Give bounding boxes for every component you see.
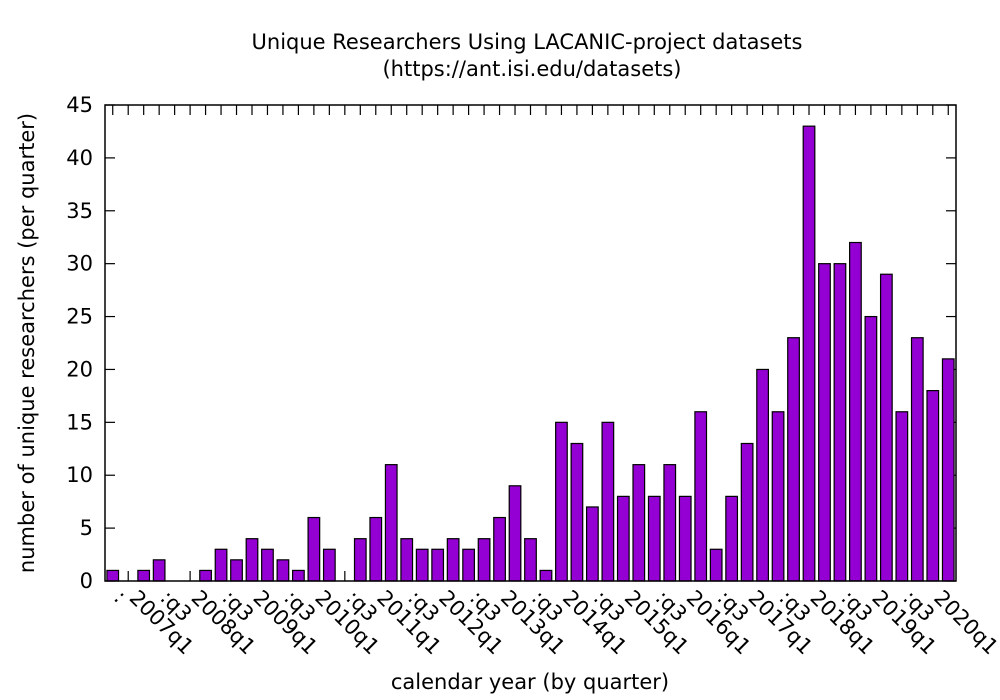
y-tick-label: 45 (66, 93, 93, 117)
bar (477, 538, 491, 582)
bar (601, 421, 615, 582)
bar (415, 548, 429, 582)
bar (585, 506, 599, 582)
bar (663, 464, 677, 582)
bar (787, 337, 800, 582)
bar (756, 368, 769, 582)
bar (446, 538, 460, 582)
bar (709, 548, 723, 582)
bar (384, 464, 398, 582)
bar (508, 485, 522, 582)
bar (833, 263, 847, 582)
bar (322, 548, 336, 582)
bar (230, 559, 243, 582)
bar (369, 516, 383, 582)
bar (570, 442, 584, 582)
x-axis-label: calendar year (by quarter) (391, 670, 669, 694)
bar (276, 559, 290, 582)
bar (895, 411, 909, 582)
bar (864, 315, 878, 582)
bar (941, 358, 955, 582)
bar (524, 538, 537, 582)
bars (106, 125, 955, 582)
y-tick-label: 10 (66, 463, 93, 487)
chart-subtitle: (https://ant.isi.edu/datasets) (382, 57, 681, 81)
y-tick-label: 30 (66, 252, 93, 276)
bar (353, 538, 367, 582)
bar (106, 569, 120, 582)
bar (214, 548, 228, 582)
y-axis-ticks: 0 5 10 15 20 25 30 35 40 45 (66, 93, 956, 593)
bar (740, 442, 754, 582)
bar (245, 538, 259, 582)
bar (632, 464, 646, 582)
y-axis-label: number of unique researchers (per quarte… (15, 113, 39, 573)
y-tick-label: 5 (80, 516, 93, 540)
bar (555, 421, 568, 582)
bar (137, 569, 151, 582)
bar (678, 495, 692, 582)
y-tick-label: 20 (66, 357, 93, 381)
bar (493, 516, 506, 582)
bar (261, 548, 274, 582)
bar (647, 495, 661, 582)
bar (694, 411, 708, 582)
bar (771, 411, 785, 582)
bar (400, 538, 414, 582)
y-tick-label: 35 (66, 199, 93, 223)
bar (462, 548, 476, 582)
bar (926, 390, 940, 582)
y-tick-label: 15 (66, 410, 93, 434)
bar (910, 337, 924, 582)
bar (725, 495, 739, 582)
bar (849, 241, 862, 582)
y-tick-label: 0 (80, 569, 93, 593)
y-tick-label: 40 (66, 146, 93, 170)
bar (818, 263, 831, 582)
bar (802, 125, 816, 582)
y-tick-label: 25 (66, 305, 93, 329)
bar (879, 273, 893, 582)
chart-title: Unique Researchers Using LACANIC-project… (252, 30, 803, 54)
x-tick-label: 2020q1 (929, 586, 1000, 660)
bar (152, 559, 166, 582)
plot-frame (104, 104, 957, 582)
bar (539, 569, 553, 582)
bar (431, 548, 445, 582)
bar (307, 516, 321, 582)
bar (616, 495, 630, 582)
bar (199, 569, 212, 582)
bar (292, 569, 305, 582)
